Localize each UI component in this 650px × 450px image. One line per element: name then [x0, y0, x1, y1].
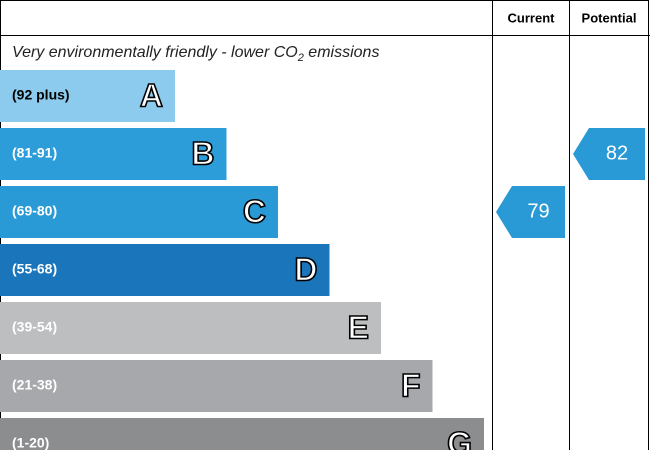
- note-text: emissions: [304, 44, 380, 61]
- band-bar: [0, 244, 330, 296]
- band-range: (39-54): [12, 319, 57, 335]
- band-bar: [0, 360, 433, 412]
- rating-value: 79: [527, 200, 549, 222]
- band-letter: E: [348, 309, 369, 345]
- band-bar: [0, 302, 381, 354]
- band-range: (92 plus): [12, 87, 70, 103]
- header-current: Current: [508, 10, 556, 25]
- band-range: (1-20): [12, 435, 49, 450]
- top-note: Very environmentally friendly - lower CO…: [12, 44, 379, 64]
- header-potential: Potential: [582, 10, 637, 25]
- band-letter: B: [191, 135, 214, 171]
- band-letter: F: [401, 367, 421, 403]
- band-bar: [0, 128, 227, 180]
- rating-marker: [573, 128, 645, 180]
- rating-marker: [496, 186, 565, 238]
- band-bar: [0, 186, 278, 238]
- band-range: (81-91): [12, 145, 57, 161]
- band-bar: [0, 70, 175, 122]
- band-range: (21-38): [12, 377, 57, 393]
- band-letter: A: [140, 77, 163, 113]
- band-letter: C: [243, 193, 266, 229]
- band-letter: D: [294, 251, 317, 287]
- band-range: (55-68): [12, 261, 57, 277]
- band-letter: G: [447, 425, 472, 450]
- band-bar: [0, 418, 484, 450]
- note-text: Very environmentally friendly - lower CO: [12, 44, 298, 61]
- rating-value: 82: [606, 142, 628, 164]
- band-range: (69-80): [12, 203, 57, 219]
- note-subscript: 2: [297, 52, 304, 64]
